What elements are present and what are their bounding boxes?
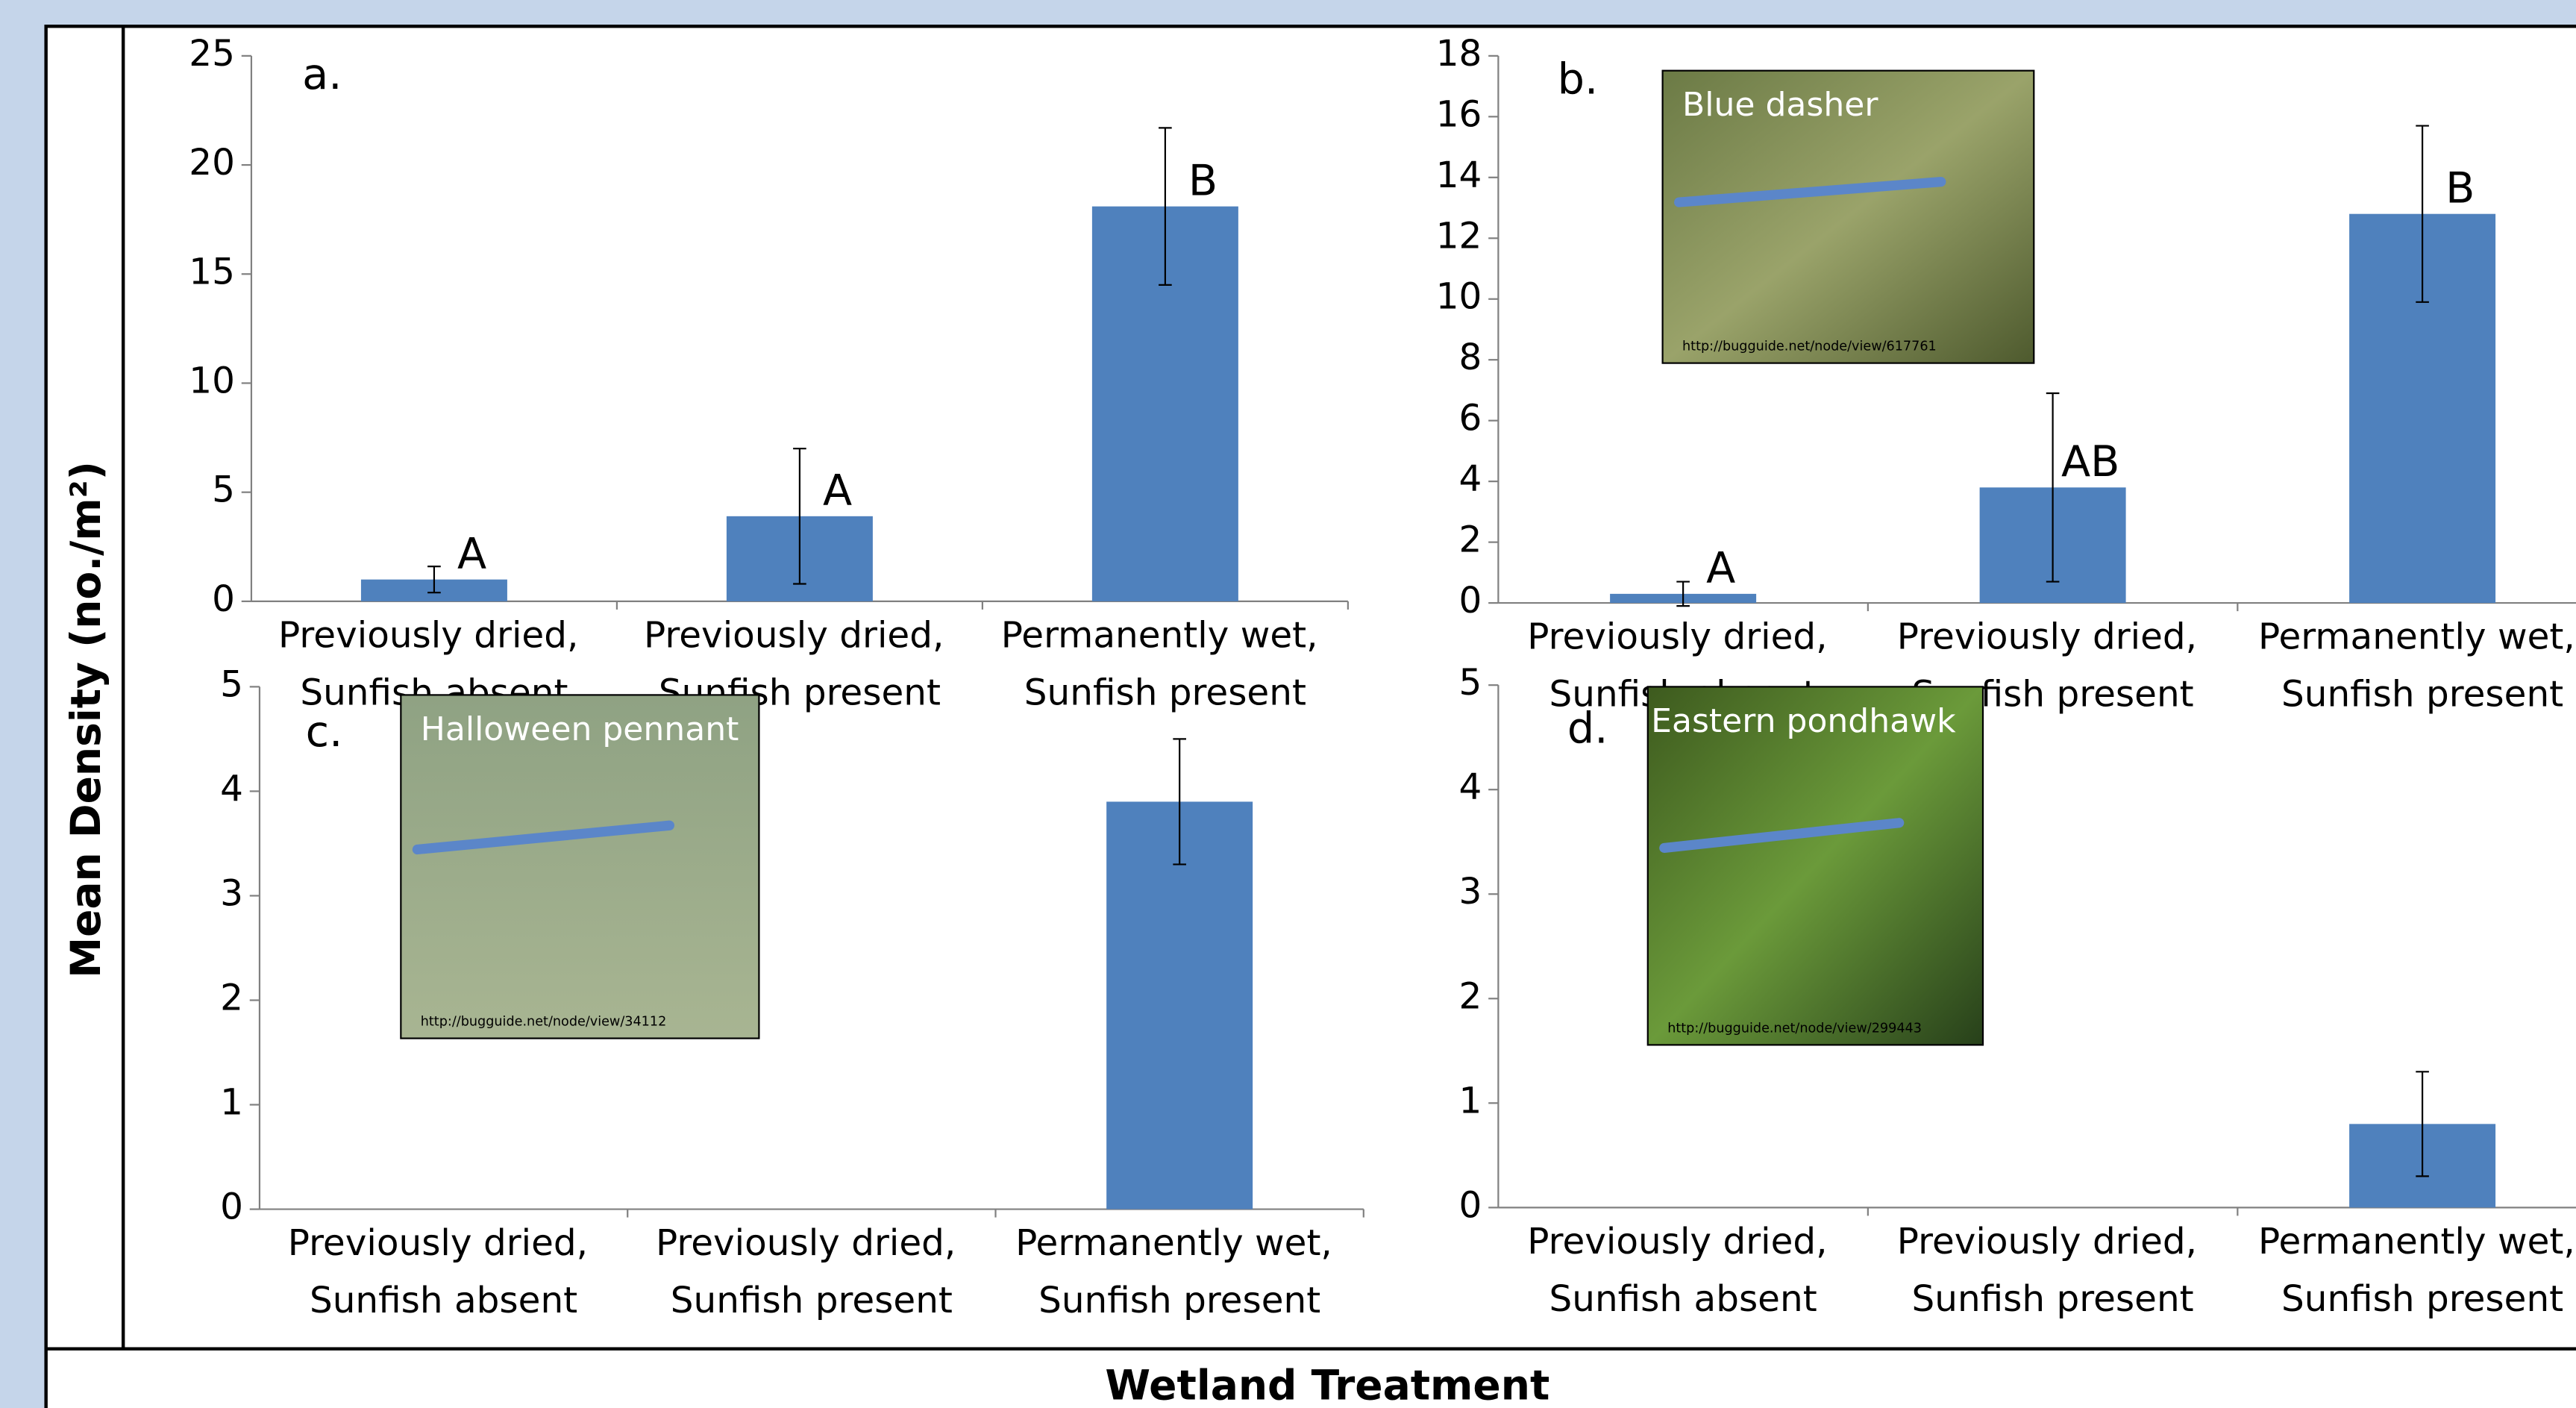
x-tick-line: Previously dried, [1897,616,2209,658]
inset-credit: http://bugguide.net/node/view/34112 [421,1015,667,1030]
x-tick-line: Previously dried, [288,1222,600,1264]
x-tick-line: Previously dried, [1527,616,1839,658]
x-tick-line: Sunfish present [1024,672,1306,713]
figure: Mean Density (no./m²) Wetland Treatment … [0,0,2576,1408]
x-tick-line: Previously dried, [1527,1221,1839,1262]
x-tick-line: Sunfish present [1912,1278,2194,1320]
significance-label: B [1188,155,1218,205]
y-tick-label: 1 [1459,1080,1482,1121]
x-tick-line: Sunfish absent [1549,1278,1817,1320]
y-tick-label: 5 [1459,662,1482,704]
y-tick-label: 15 [189,251,235,292]
y-tick-label: 12 [1436,215,1482,257]
x-tick-line: Previously dried, [1897,1221,2209,1262]
x-tick-line: Sunfish present [671,1280,953,1321]
x-tick-line: Permanently wet, [2258,616,2576,658]
panel-label: d. [1567,703,1608,753]
y-tick-label: 0 [1459,1184,1482,1226]
x-tick-line: Sunfish present [2281,674,2563,716]
inset-photo [1648,686,1983,1045]
inset-caption: Halloween pennant [421,710,739,748]
x-tick-line: Sunfish absent [310,1280,577,1321]
significance-label: A [1706,543,1735,593]
y-tick-label: 8 [1459,337,1482,378]
y-axis-label: Mean Density (no./m²) [62,461,110,978]
panel-label: c. [306,707,343,757]
y-tick-label: 5 [220,663,243,705]
y-tick-label: 25 [189,33,235,75]
x-tick-line: Permanently wet, [1001,614,1329,656]
inset-credit: http://bugguide.net/node/view/299443 [1667,1021,1922,1036]
y-tick-label: 10 [1436,276,1482,318]
y-tick-label: 3 [1459,871,1482,913]
y-tick-label: 1 [220,1082,243,1124]
panel-label: a. [302,49,342,99]
inset-credit: http://bugguide.net/node/view/617761 [1682,340,1937,354]
significance-label: B [2445,163,2475,213]
y-tick-label: 2 [1459,519,1482,561]
y-tick-label: 2 [220,977,243,1019]
y-tick-label: 16 [1436,93,1482,135]
y-tick-label: 2 [1459,975,1482,1017]
panel-label: b. [1558,54,1599,104]
significance-label: A [457,528,486,578]
y-tick-label: 0 [1459,580,1482,622]
y-tick-label: 4 [1459,766,1482,808]
y-tick-label: 0 [220,1186,243,1228]
x-tick-line: Permanently wet, [1015,1222,1344,1264]
y-tick-label: 20 [189,142,235,184]
significance-label: A [823,466,852,516]
x-tick-line: Sunfish present [1038,1280,1320,1321]
inset-caption: Blue dasher [1682,86,1878,124]
x-axis-label: Wetland Treatment [1105,1362,1549,1408]
inset-caption: Eastern pondhawk [1651,702,1956,740]
y-tick-label: 3 [220,872,243,914]
y-tick-label: 10 [189,360,235,401]
x-tick-line: Previously dried, [656,1222,968,1264]
x-tick-line: Sunfish present [2281,1278,2563,1320]
x-tick-line: Previously dried, [644,614,956,656]
y-tick-label: 18 [1436,33,1482,75]
x-tick-line: Previously dried, [278,614,590,656]
y-tick-label: 6 [1459,398,1482,439]
y-tick-label: 14 [1436,154,1482,196]
x-tick-line: Permanently wet, [2258,1221,2576,1262]
y-tick-label: 4 [1459,458,1482,500]
y-tick-label: 0 [212,578,235,620]
y-tick-label: 4 [220,768,243,810]
y-tick-label: 5 [212,469,235,511]
significance-label: AB [2061,437,2119,486]
